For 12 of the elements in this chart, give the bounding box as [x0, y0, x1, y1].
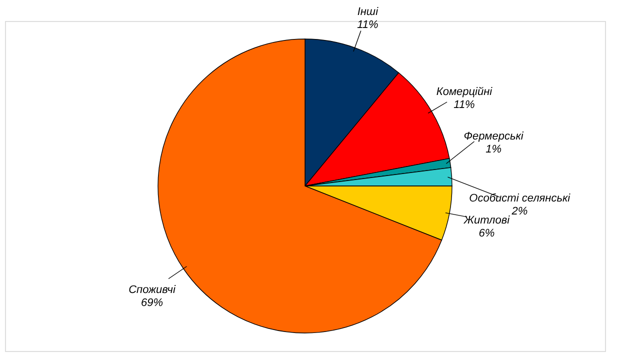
data-label: 69% — [140, 296, 164, 309]
data-label: 11% — [357, 18, 378, 31]
slice-label: Фермерські — [464, 130, 524, 142]
data-label: 6% — [478, 228, 495, 240]
data-label: 11% — [454, 98, 476, 111]
slice-label: Споживчі — [128, 284, 176, 296]
slice-label: Особисті селянські — [469, 192, 571, 204]
slice-label: Інші — [357, 6, 379, 18]
slice-label: Комерційні — [436, 86, 493, 98]
data-label: 1% — [486, 143, 502, 156]
data-label: 2% — [510, 205, 528, 218]
slice-label: Житлові — [462, 214, 510, 227]
